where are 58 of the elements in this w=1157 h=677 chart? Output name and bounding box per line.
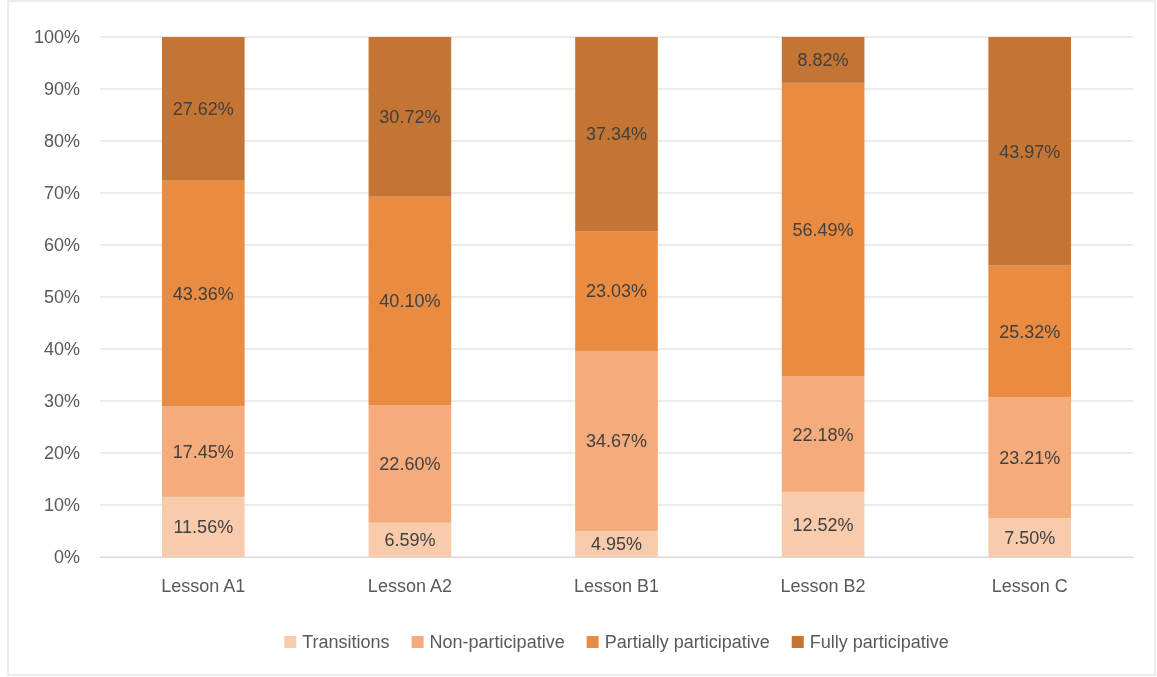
bar [161, 180, 245, 407]
y-tick-label: 50% [43, 287, 80, 308]
bar [781, 82, 865, 377]
bar [988, 37, 1072, 266]
data-label: 8.82% [797, 50, 849, 71]
data-label: 11.56% [173, 517, 234, 538]
y-tick-label: 70% [43, 183, 80, 204]
legend-label: Transitions [302, 632, 390, 653]
bar [161, 37, 245, 181]
y-tick-label: 40% [43, 339, 80, 360]
bar [575, 350, 658, 532]
y-tick-label: 10% [43, 495, 80, 516]
legend-label: Partially participative [604, 632, 770, 653]
bar [988, 397, 1072, 518]
data-label: 22.60% [379, 454, 441, 475]
x-tick-label: Lesson B2 [780, 575, 866, 596]
x-tick-label: Lesson C [991, 575, 1068, 596]
bar [368, 36, 452, 197]
y-tick-label: 80% [43, 131, 80, 152]
bar [988, 265, 1072, 398]
data-label: 25.32% [999, 321, 1061, 342]
data-label: 34.67% [585, 431, 648, 452]
data-label: 37.34% [585, 124, 648, 145]
bar [988, 518, 1072, 557]
data-label: 27.62% [172, 99, 234, 120]
y-tick-label: 100% [33, 27, 80, 48]
bar [368, 196, 452, 406]
data-label: 4.95% [590, 534, 643, 555]
y-tick-label: 60% [43, 235, 80, 256]
data-label: 23.21% [999, 447, 1061, 468]
data-label: 7.50% [1004, 527, 1056, 548]
data-label: 6.59% [384, 530, 436, 551]
data-label: 17.45% [172, 441, 234, 462]
data-label: 43.97% [999, 141, 1061, 162]
bar [575, 37, 658, 232]
bar [575, 231, 658, 351]
bar [161, 496, 245, 557]
data-label: 43.36% [172, 283, 234, 304]
legend-label: Non-participative [429, 632, 565, 653]
data-label: 12.52% [792, 514, 854, 535]
y-tick-label: 0% [53, 547, 80, 568]
x-tick-label: Lesson A1 [161, 575, 246, 596]
data-label: 40.10% [379, 291, 441, 312]
y-tick-label: 20% [43, 443, 80, 464]
bar [161, 406, 245, 497]
y-tick-label: 30% [43, 391, 80, 412]
x-tick-label: Lesson A2 [367, 575, 452, 596]
data-label: 56.49% [792, 219, 854, 240]
bar [781, 376, 865, 492]
legend-label: Fully participative [809, 632, 949, 653]
data-label: 23.03% [585, 281, 648, 302]
bar [368, 405, 452, 523]
data-label: 22.18% [792, 424, 854, 445]
data-label: 30.72% [379, 107, 441, 128]
bar [781, 491, 865, 557]
bar [781, 36, 865, 83]
y-tick-label: 90% [43, 79, 80, 100]
x-tick-label: Lesson B1 [573, 575, 660, 596]
